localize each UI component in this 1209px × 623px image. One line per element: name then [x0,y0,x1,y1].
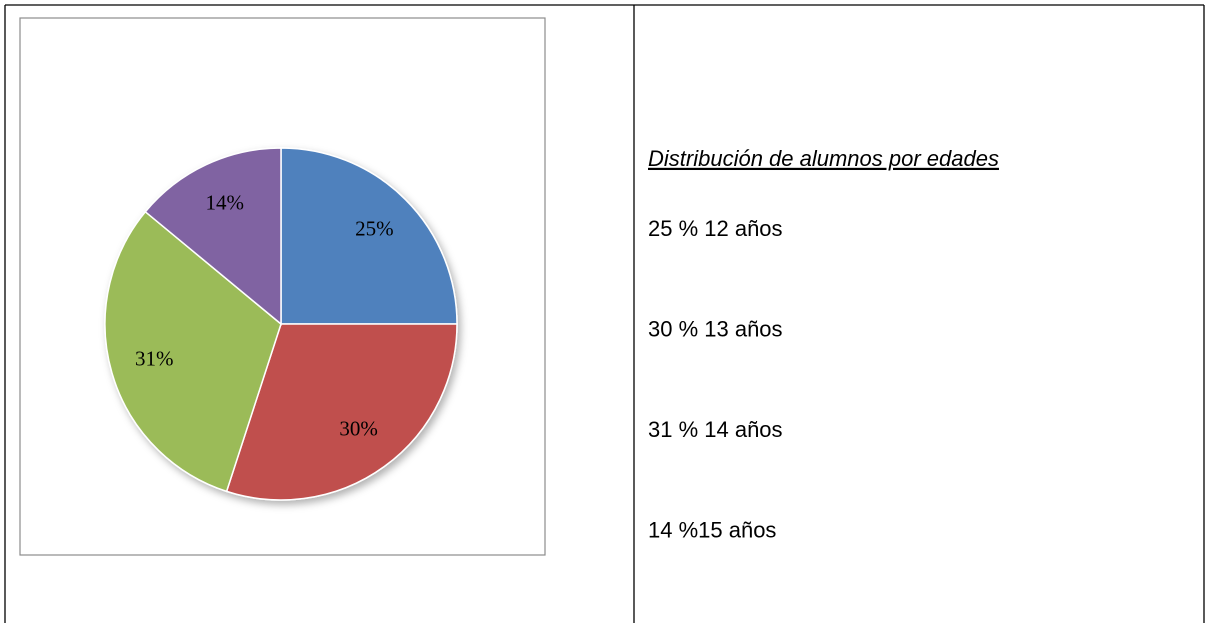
pie-slice [280,147,458,325]
slice-label: 14% [206,190,245,214]
text-line: 25 % 12 años [648,216,783,241]
text-line: 31 % 14 años [648,417,783,442]
pie-labels: 25% 30% 31% 14% [135,190,394,440]
pie-slice [225,323,458,501]
text-line: 30 % 13 años [648,316,783,341]
slice-label: 31% [135,347,174,371]
pie-slice [144,147,282,326]
pie-slice [104,210,282,493]
text-title: Distribución de alumnos por edades [648,146,999,171]
pie [104,147,458,501]
table-borders [4,4,1205,623]
text-lines: 25 % 12 años 30 % 13 años 31 % 14 años 14 %… [648,216,783,543]
slice-label: 25% [355,216,394,240]
slice-label: 30% [339,417,378,441]
text-line: 14 %15 años [648,517,776,542]
